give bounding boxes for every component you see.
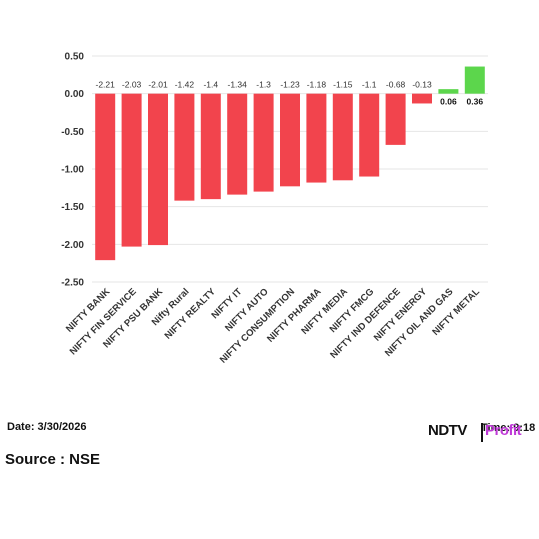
y-axis-ticks: 0.50 0.00 -0.50 -1.00 -1.50 -2.00 -2.50 (61, 52, 84, 289)
bar (464, 66, 485, 94)
brand-divider (481, 423, 483, 442)
y-tick-label: -2.00 (61, 240, 84, 251)
data-labels: -2.21 -2.03 -2.01 -1.42 -1.4 -1.34 -1.3 -1.23 -1… (96, 80, 484, 107)
chart-bars (95, 66, 485, 261)
data-label: -1.1 (362, 80, 377, 90)
data-label: -0.68 (386, 80, 406, 90)
bar (306, 93, 327, 183)
bar (385, 93, 406, 145)
bar (253, 93, 274, 192)
y-tick-label: -1.00 (61, 165, 84, 176)
bar (95, 93, 116, 261)
brand-name-suffix: Profit (485, 422, 522, 439)
brand-name: NDTV Profit (428, 422, 522, 442)
bar (174, 93, 195, 201)
y-tick-label: -2.50 (61, 278, 84, 289)
data-label: -1.15 (333, 80, 353, 90)
bar (200, 93, 221, 200)
data-label: -2.21 (96, 80, 116, 90)
bar (227, 93, 248, 195)
bar (438, 89, 459, 94)
date-label: Date: 3/30/2026 (7, 421, 87, 433)
bar (121, 93, 142, 247)
data-label: -1.42 (175, 80, 195, 90)
data-label: -1.23 (280, 80, 300, 90)
data-label: -2.01 (148, 80, 168, 90)
bar (359, 93, 380, 177)
y-tick-label: -1.50 (61, 202, 84, 213)
source-label: Source : NSE (5, 451, 101, 468)
y-tick-label: 0.00 (65, 89, 85, 100)
x-tick-label: NIFTY METAL (430, 286, 482, 338)
data-label: -1.3 (256, 80, 271, 90)
time-label: Time: 9:18 (481, 422, 536, 434)
data-label: 0.06 (440, 97, 457, 107)
data-label: 0.36 (467, 97, 484, 107)
data-label: -1.18 (307, 80, 327, 90)
bar (280, 93, 300, 187)
y-tick-label: 0.50 (65, 52, 85, 63)
bar (412, 93, 432, 104)
data-label: -0.13 (412, 80, 432, 90)
data-label: -1.34 (228, 80, 248, 90)
brand-name-main: NDTV (428, 422, 467, 439)
bar-chart: 0.500.00-0.50-1.00-1.50-2.00-2.50 -2.21-… (61, 52, 488, 366)
bar (148, 93, 168, 246)
data-label: -1.4 (203, 80, 218, 90)
data-label: -2.03 (122, 80, 142, 90)
y-tick-label: -0.50 (61, 127, 84, 138)
bar (332, 93, 353, 181)
